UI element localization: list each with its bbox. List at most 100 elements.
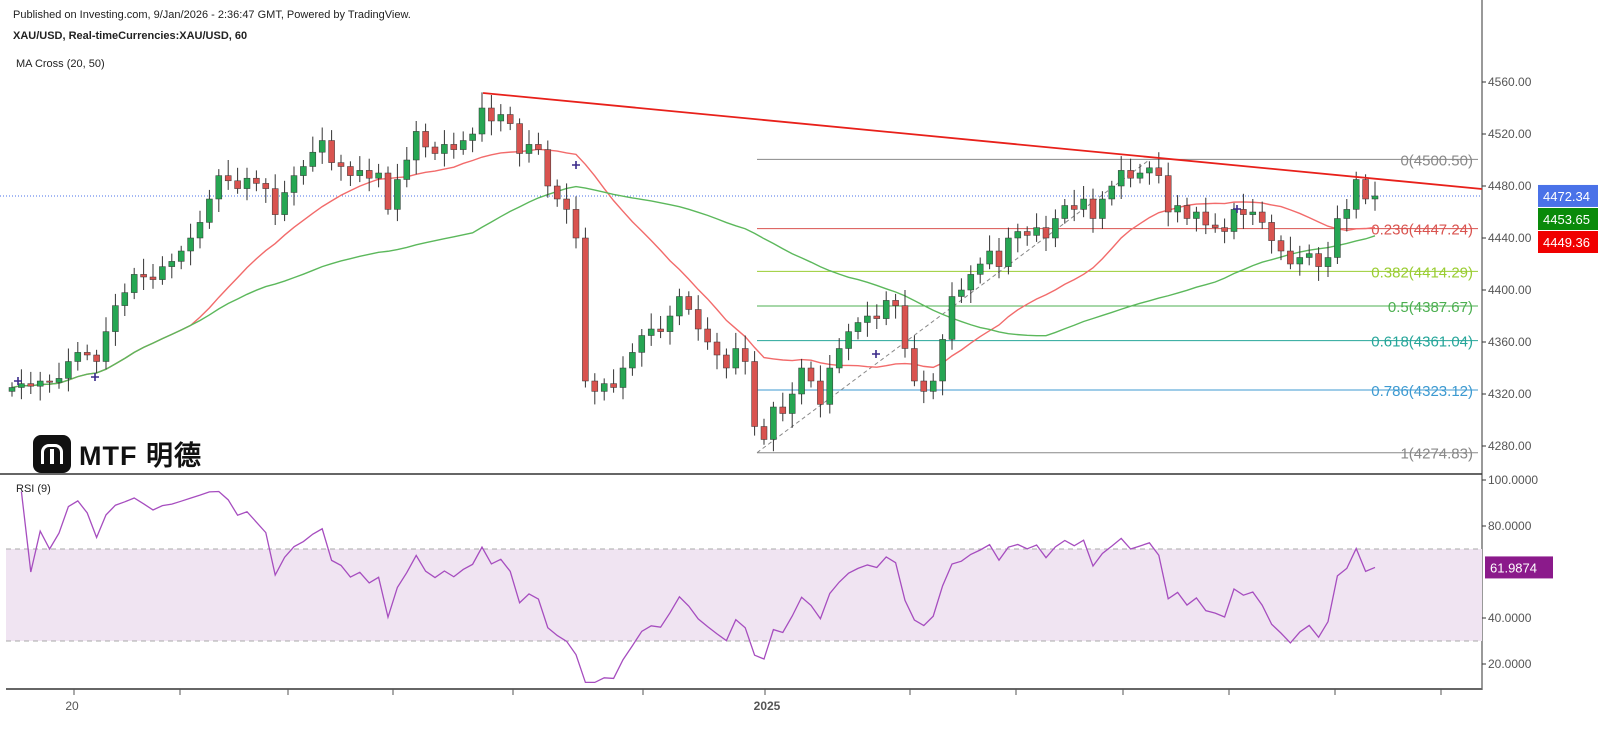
candle [159, 266, 166, 280]
candle [647, 328, 655, 336]
candle [1033, 227, 1040, 236]
candle [882, 300, 890, 319]
price-tick-label: 4440.00 [1488, 231, 1532, 245]
candle [807, 367, 815, 382]
ma-cross-marker-icon [1233, 205, 1241, 213]
candle [130, 274, 138, 293]
rsi-tick-label: 40.0000 [1488, 611, 1532, 625]
logo-text: MTF 明德 [79, 441, 202, 471]
mtf-logo-icon [33, 434, 71, 473]
ma20-tag-bg [1538, 231, 1598, 253]
candle [234, 180, 241, 189]
candle [967, 274, 975, 291]
candle [1042, 227, 1050, 239]
candle [459, 140, 467, 150]
price-tick-label: 4280.00 [1488, 439, 1532, 453]
fib-level-label: 0(4500.50) [1400, 152, 1473, 169]
ma-cross-marker-icon [572, 161, 580, 169]
candle [1183, 205, 1191, 219]
candle [1230, 209, 1238, 232]
candle [1014, 231, 1022, 239]
mtf-logo: MTF 明德 [33, 434, 202, 473]
candle [676, 296, 683, 317]
candle [55, 378, 63, 383]
candle [553, 185, 561, 200]
candle [1362, 179, 1369, 200]
candle [177, 250, 185, 262]
candle [582, 237, 589, 382]
candle [694, 309, 702, 330]
candle [318, 140, 326, 153]
candle [1268, 222, 1275, 241]
candle [1315, 253, 1322, 267]
candle [901, 305, 909, 349]
candle [112, 305, 119, 332]
candle [253, 177, 260, 184]
ma-20-line [11, 148, 1376, 389]
candle [986, 250, 993, 265]
candle [196, 222, 204, 239]
candle [845, 331, 852, 349]
rsi-band [6, 549, 1482, 641]
candle [8, 387, 16, 392]
time-tick-label: 20 [65, 699, 79, 713]
ma-cross-marker-icon [14, 377, 22, 385]
candle [732, 348, 740, 369]
candle [224, 175, 232, 182]
price-tick-label: 4520.00 [1488, 127, 1532, 141]
candle [1334, 218, 1341, 258]
candle [243, 177, 251, 189]
candle [1240, 209, 1247, 215]
candle [939, 339, 946, 382]
candle [666, 315, 674, 332]
last-price-tag: 4472.34 [1543, 189, 1590, 204]
candle [140, 274, 147, 278]
candle [1324, 257, 1332, 267]
candle [384, 172, 392, 210]
candle [83, 352, 91, 356]
candle [412, 131, 420, 161]
candle [394, 179, 401, 210]
candle [629, 352, 636, 369]
candle [271, 188, 279, 215]
candle [347, 166, 354, 176]
candle [1371, 195, 1379, 200]
rsi-label: RSI (9) [16, 483, 51, 495]
candle [1258, 211, 1266, 223]
candle [27, 383, 35, 387]
price-tick-label: 4480.00 [1488, 179, 1532, 193]
candle [1052, 218, 1059, 239]
published-note: Published on Investing.com, 9/Jan/2026 -… [13, 9, 411, 21]
ma-50-line [11, 185, 1376, 389]
candle [873, 315, 881, 319]
candle [826, 367, 834, 405]
candle [1287, 250, 1294, 265]
candle [920, 380, 928, 392]
candle [1127, 170, 1134, 179]
candle [1155, 167, 1163, 176]
price-tick-label: 4320.00 [1488, 387, 1532, 401]
candle [506, 114, 514, 124]
candle [770, 406, 777, 440]
candle [1221, 227, 1228, 232]
ma50-tag-bg [1538, 208, 1598, 230]
candle [741, 348, 749, 362]
candle [1136, 172, 1144, 179]
candle [93, 354, 100, 362]
candle [516, 123, 523, 154]
fib-level-label: 0.786(4323.12) [1371, 383, 1473, 400]
candle [262, 183, 270, 189]
candle [206, 198, 213, 223]
candle [469, 133, 476, 141]
candle [835, 348, 843, 369]
candle [638, 335, 646, 353]
rsi-line [20, 490, 1376, 684]
ma20-tag: 4449.36 [1543, 235, 1590, 250]
candle [300, 166, 307, 176]
candle [535, 144, 542, 150]
candle [760, 426, 768, 440]
candle [1296, 257, 1304, 265]
candle [619, 367, 627, 388]
candle [1277, 240, 1285, 252]
